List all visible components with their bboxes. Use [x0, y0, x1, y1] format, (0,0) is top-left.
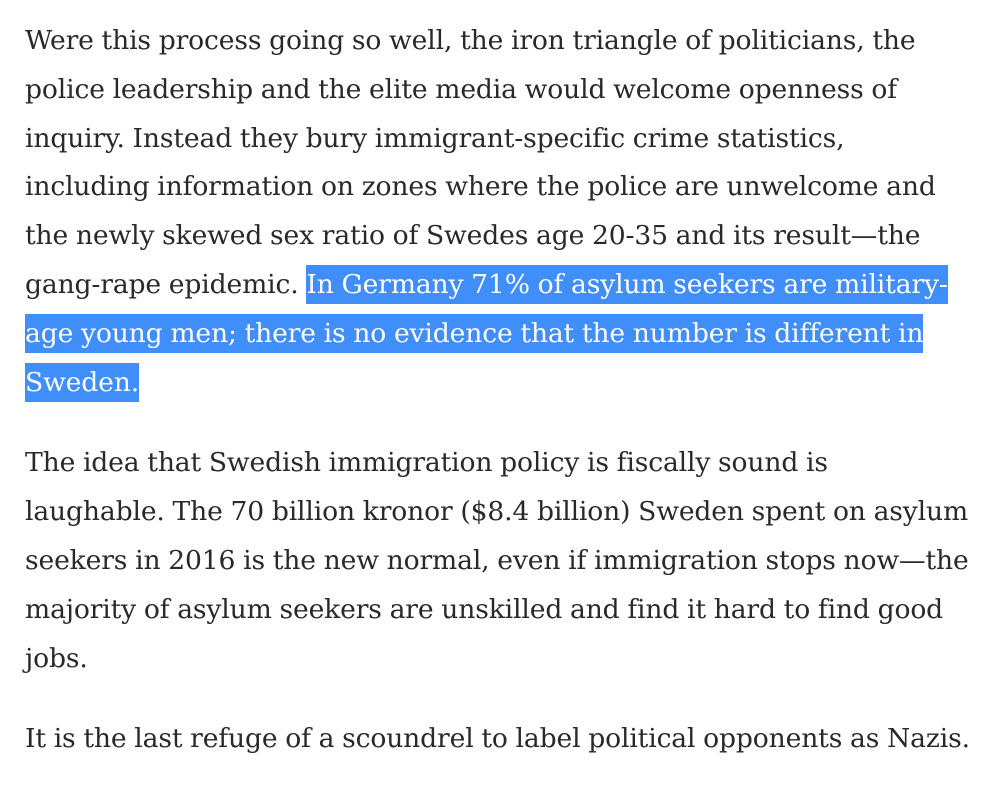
paragraph-1[interactable]: Were this process going so well, the iro… [25, 17, 975, 407]
article-body: Were this process going so well, the iro… [25, 17, 975, 796]
paragraph-2[interactable]: The idea that Swedish immigration policy… [25, 439, 975, 683]
paragraph-2-text[interactable]: The idea that Swedish immigration policy… [25, 447, 969, 674]
paragraph-1-text[interactable]: Were this process going so well, the iro… [25, 25, 936, 300]
paragraph-3[interactable]: It is the last refuge of a scoundrel to … [25, 715, 975, 764]
paragraph-3-text[interactable]: It is the last refuge of a scoundrel to … [25, 723, 970, 755]
